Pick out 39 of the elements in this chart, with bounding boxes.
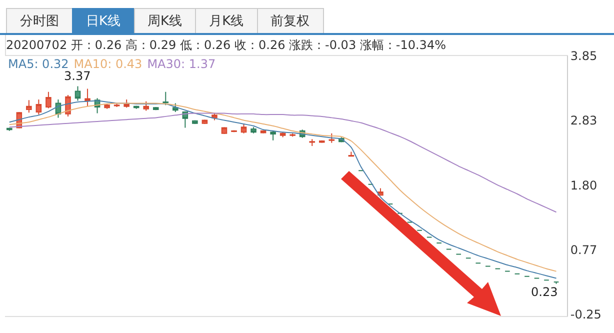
candlestick — [270, 130, 276, 141]
candlestick — [74, 86, 81, 102]
candlestick — [104, 103, 110, 110]
text: MA10: 0.43 — [74, 57, 142, 71]
candlestick — [143, 100, 149, 112]
text: 月K线 — [195, 8, 258, 34]
annotation: 0.23 — [531, 285, 558, 299]
candlestick — [36, 98, 42, 116]
candlestick — [328, 132, 335, 144]
candlestick — [319, 140, 325, 144]
text: 前复权 — [256, 8, 324, 34]
candlestick — [309, 138, 316, 147]
candlestick — [152, 106, 159, 111]
candlestick — [553, 282, 560, 284]
y-tick-label: 2.83 — [570, 113, 598, 128]
candlestick — [202, 119, 208, 124]
y-tick-label: 1.80 — [570, 178, 598, 192]
line-series — [8, 112, 557, 213]
candlestick — [26, 100, 32, 114]
candlestick — [162, 91, 169, 106]
candlestick — [290, 132, 296, 138]
candlestick — [348, 151, 354, 157]
candlestick — [250, 126, 256, 134]
y-tick-label: 0.77 — [570, 243, 598, 258]
candlestick — [192, 120, 198, 124]
chart-subtitle: 20200702 开：0.26 高：0.29 低：0.26 收：0.26 涨跌：-0.03 涨幅：-10.34% — [6, 37, 446, 54]
candlestick — [46, 91, 52, 109]
text: MA5: 0.32 — [8, 57, 69, 71]
y-tick-label: -0.25 — [570, 307, 602, 322]
candlestick — [240, 123, 247, 134]
candlestick — [84, 88, 90, 107]
candlestick — [124, 98, 130, 108]
text: 分时图 — [6, 8, 73, 34]
candlestick — [221, 126, 228, 135]
y-tick-label: 3.85 — [570, 49, 598, 64]
annotation: 3.37 — [64, 69, 91, 83]
candlestick — [280, 132, 286, 138]
text: MA30: 1.37 — [147, 57, 216, 71]
text: 周K线 — [134, 8, 196, 34]
